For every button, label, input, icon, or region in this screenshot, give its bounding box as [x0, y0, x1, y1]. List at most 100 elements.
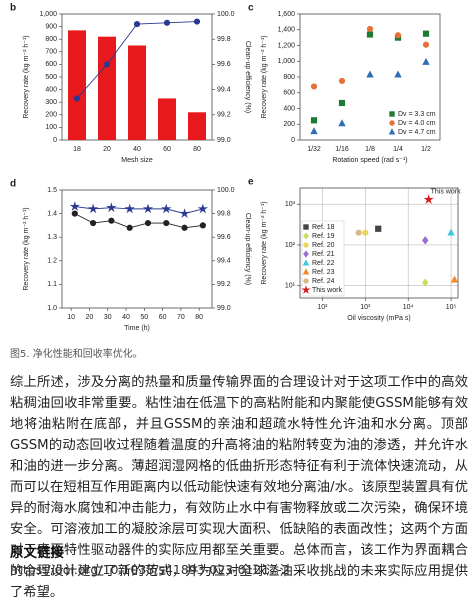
- y-tick-label: 1.0: [47, 305, 57, 312]
- marker: [447, 228, 455, 236]
- y2-tick-label: 100.0: [217, 187, 235, 194]
- legend-box: [301, 220, 345, 297]
- x-tick-label: 18: [73, 146, 81, 153]
- marker: [303, 278, 309, 284]
- marker: [310, 83, 318, 90]
- marker: [310, 127, 318, 135]
- y2-tick-label: 99.8: [217, 210, 231, 217]
- y2-tick-label: 99.4: [217, 86, 231, 93]
- marker: [422, 57, 430, 65]
- y-tick-label: 1,200: [277, 42, 295, 49]
- y-tick-label: 1.3: [47, 234, 57, 241]
- plot-frame: [61, 189, 213, 309]
- marker: [71, 210, 78, 217]
- marker: [161, 203, 172, 214]
- marker: [366, 31, 374, 38]
- legend-label: This work: [312, 287, 342, 294]
- y-tick-label: 200: [283, 121, 295, 128]
- marker: [103, 61, 111, 68]
- bar: [188, 112, 206, 140]
- legend-label: Ref. 23: [312, 269, 335, 276]
- body-text: 综上所述，涉及分离的热量和质量传输界面的合理设计对于这项工作中的高效粘稠油回收非…: [10, 375, 468, 600]
- marker: [124, 203, 135, 214]
- y-tick-label: 300: [45, 99, 57, 106]
- y2-tick-label: 99.2: [217, 112, 231, 119]
- marker: [394, 70, 402, 78]
- marker: [73, 95, 81, 102]
- marker: [163, 219, 170, 227]
- marker: [389, 120, 395, 126]
- marker: [87, 203, 99, 214]
- marker: [69, 201, 80, 211]
- y-tick-label: 900: [45, 23, 57, 30]
- x-tick-label: 10²: [317, 304, 328, 311]
- y-tick-label: 400: [45, 86, 57, 93]
- x-tick-label: 60: [163, 146, 171, 153]
- legend-label: Ref. 24: [312, 278, 335, 285]
- section-heading: 原文链接: [10, 545, 64, 561]
- marker: [355, 229, 362, 236]
- marker: [338, 119, 346, 127]
- doi-link[interactable]: https://doi.org/10.1038/s41893-023-01217…: [10, 562, 290, 577]
- marker: [126, 224, 133, 231]
- x-tick-label: 10⁴: [403, 304, 414, 311]
- y-tick-label: 10¹: [285, 283, 296, 290]
- x-axis-title: Mesh size: [121, 157, 153, 164]
- marker: [366, 70, 374, 78]
- marker: [302, 268, 310, 275]
- x-tick-label: 1/2: [421, 146, 431, 153]
- y2-tick-label: 99.0: [217, 305, 231, 312]
- y-tick-label: 1.4: [47, 210, 57, 217]
- marker: [375, 225, 382, 232]
- y2-tick-label: 99.4: [217, 258, 231, 265]
- legend-label: Ref. 18: [312, 224, 335, 231]
- y-tick-label: 1,400: [277, 27, 295, 34]
- legend-label: Ref. 20: [312, 242, 335, 249]
- y2-axis-title: Clean-up efficiency (%): [244, 41, 251, 113]
- marker: [388, 128, 396, 135]
- bar: [68, 30, 86, 141]
- x-tick-label: 10: [67, 314, 75, 321]
- marker: [450, 275, 459, 283]
- marker: [422, 236, 429, 245]
- y2-tick-label: 100.0: [217, 11, 235, 18]
- marker: [197, 203, 208, 214]
- marker: [142, 203, 154, 214]
- y-axis-title: Recovery rate (kg m⁻² h⁻¹): [261, 201, 268, 284]
- x-tick-label: 1/16: [335, 146, 349, 153]
- x-tick-label: 20: [86, 314, 94, 321]
- y-tick-label: 600: [45, 61, 57, 68]
- y-tick-label: 1.1: [47, 281, 57, 288]
- marker: [389, 111, 395, 117]
- page: {"chart_data":[ {"type":"bar","label":"b…: [10, 2, 468, 600]
- y2-tick-label: 99.8: [217, 36, 231, 43]
- plot-frame: [299, 187, 459, 299]
- x-tick-label: 1/32: [307, 146, 321, 153]
- y2-tick-label: 99.2: [217, 281, 231, 288]
- x-tick-label: 80: [193, 146, 201, 153]
- marker: [422, 30, 430, 37]
- y-tick-label: 100: [45, 124, 57, 131]
- y-tick-label: 500: [45, 74, 57, 81]
- marker: [108, 217, 115, 224]
- x-axis-title: Rotation speed (rad s⁻¹): [332, 157, 407, 164]
- marker: [310, 117, 318, 124]
- y-axis-title: Recovery rate (kg m⁻² h⁻¹): [23, 207, 30, 290]
- x-tick-label: 20: [103, 146, 111, 153]
- y2-axis-title: Clean-up efficiency (%): [244, 213, 251, 285]
- plot-frame: [299, 13, 441, 141]
- x-tick-label: 1/4: [393, 146, 403, 153]
- marker: [179, 208, 190, 218]
- y-axis-title: Recovery rate (kg m⁻² h⁻¹): [261, 35, 268, 118]
- y-tick-label: 0: [53, 137, 57, 144]
- marker: [362, 229, 369, 236]
- y-tick-label: 1,600: [277, 11, 295, 18]
- x-axis-title: Time (h): [124, 325, 150, 332]
- marker: [301, 285, 311, 294]
- y-tick-label: 800: [45, 36, 57, 43]
- legend-label: Dv = 4.0 cm: [398, 120, 436, 127]
- marker: [199, 222, 206, 229]
- x-tick-label: 10⁵: [446, 304, 457, 311]
- marker: [302, 259, 310, 266]
- marker: [144, 219, 152, 227]
